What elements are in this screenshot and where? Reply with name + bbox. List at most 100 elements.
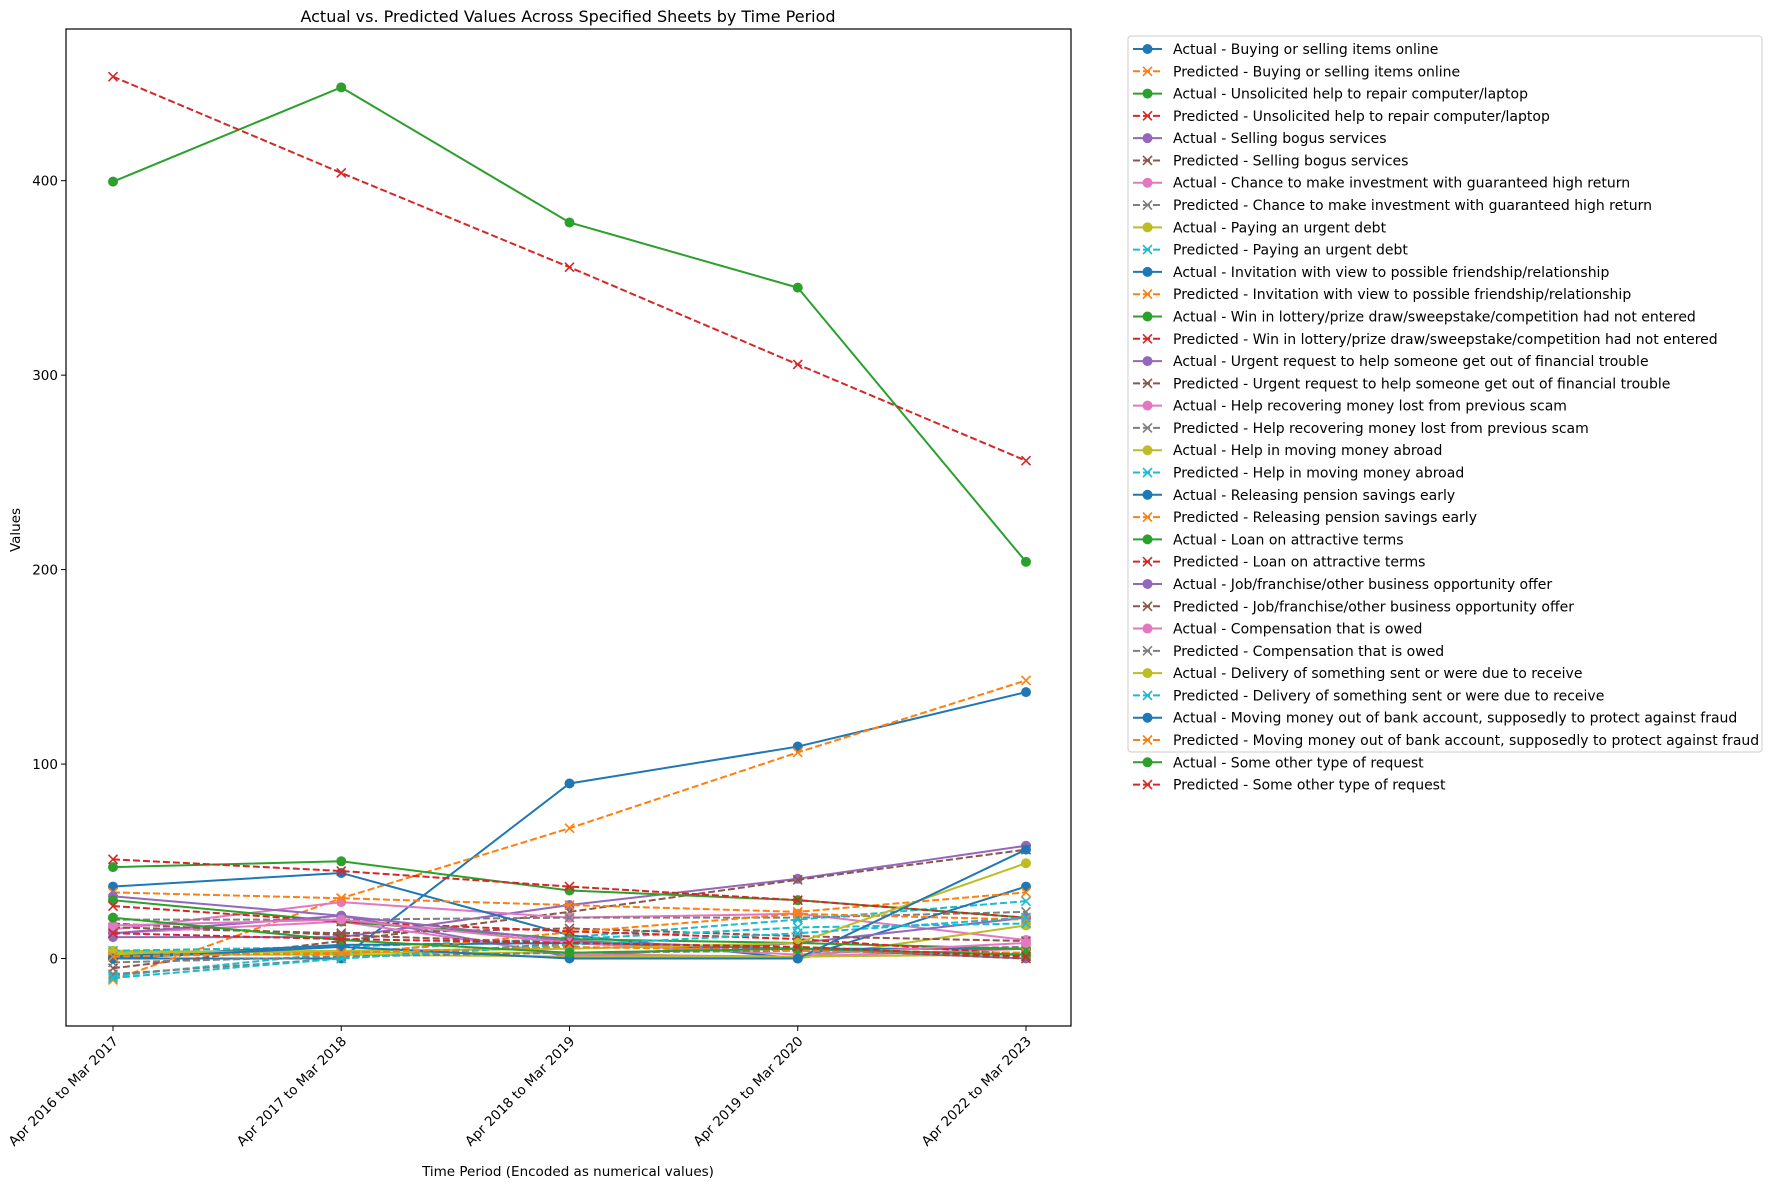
legend-item: Actual - Win in lottery/prize draw/sweep… <box>1133 309 1696 325</box>
x-tick-label: Apr 2022 to Mar 2023 <box>919 1034 1035 1150</box>
legend-marker <box>1142 289 1153 300</box>
data-point <box>792 359 803 370</box>
legend-item: Predicted - Loan on attractive terms <box>1133 555 1425 571</box>
data-point <box>336 867 347 878</box>
data-point <box>792 943 803 954</box>
legend-marker <box>1142 623 1153 634</box>
legend-item: Predicted - Win in lottery/prize draw/sw… <box>1133 332 1718 348</box>
series-line <box>112 75 1027 462</box>
y-axis-label: Values <box>8 508 24 552</box>
legend-item: Predicted - Urgent request to help someo… <box>1133 376 1670 392</box>
legend-marker <box>1142 668 1153 679</box>
legend-marker <box>1142 222 1153 233</box>
legend-marker <box>1142 467 1153 478</box>
legend-label: Actual - Win in lottery/prize draw/sweep… <box>1173 309 1696 325</box>
x-tick-label: Apr 2019 to Mar 2020 <box>690 1034 806 1150</box>
legend-marker <box>1142 556 1153 567</box>
legend-label: Predicted - Unsolicited help to repair c… <box>1173 109 1550 125</box>
legend-label: Actual - Urgent request to help someone … <box>1173 354 1649 370</box>
data-point <box>564 899 575 911</box>
legend-label: Predicted - Help recovering money lost f… <box>1173 421 1589 437</box>
legend-item: Predicted - Paying an urgent debt <box>1133 243 1408 259</box>
data-point <box>1021 949 1031 960</box>
data-point <box>792 747 803 758</box>
y-tick-label: 200 <box>32 563 58 579</box>
legend-label: Actual - Invitation with view to possibl… <box>1173 265 1609 281</box>
series-predicted <box>107 928 1032 962</box>
legend-label: Predicted - Some other type of request <box>1173 778 1446 794</box>
data-point <box>564 947 575 958</box>
data-point <box>107 900 119 912</box>
legend-label: Predicted - Help in moving money abroad <box>1173 466 1464 482</box>
data-point <box>108 953 118 964</box>
legend-marker <box>1142 266 1153 277</box>
series-line <box>112 858 1027 919</box>
legend-marker <box>1142 311 1153 322</box>
y-tick-label: 0 <box>49 952 58 968</box>
legend-item: Actual - Releasing pension savings early <box>1133 488 1455 504</box>
data-point <box>107 951 119 962</box>
legend-item: Actual - Buying or selling items online <box>1133 42 1438 58</box>
data-point <box>1021 687 1031 698</box>
data-point <box>108 862 118 873</box>
legend-item: Predicted - Invitation with view to poss… <box>1133 287 1631 303</box>
legend-marker <box>1142 690 1153 701</box>
legend-label: Predicted - Releasing pension savings ea… <box>1173 510 1477 526</box>
legend-label: Predicted - Invitation with view to poss… <box>1173 287 1631 303</box>
y-tick-label: 300 <box>32 368 58 384</box>
data-point <box>792 895 803 906</box>
data-point <box>792 941 803 952</box>
legend-item: Predicted - Help recovering money lost f… <box>1133 421 1589 437</box>
legend-label: Actual - Loan on attractive terms <box>1173 532 1404 548</box>
legend-marker <box>1142 489 1153 500</box>
legend: Actual - Buying or selling items online P… <box>1127 35 1763 794</box>
data-point <box>107 854 119 865</box>
legend-marker <box>1142 400 1153 411</box>
y-tick-label: 400 <box>32 174 58 190</box>
data-point <box>336 914 347 925</box>
legend-marker <box>1142 645 1153 656</box>
data-point <box>1020 912 1032 923</box>
legend-item: Actual - Chance to make investment with … <box>1133 176 1630 192</box>
legend-label: Actual - Selling bogus services <box>1173 131 1387 147</box>
series-actual <box>108 844 1031 964</box>
legend-label: Predicted - Urgent request to help someo… <box>1173 376 1670 392</box>
legend-item: Actual - Compensation that is owed <box>1133 622 1422 638</box>
legend-marker <box>1142 734 1153 746</box>
legend-item: Actual - Selling bogus services <box>1133 131 1387 147</box>
data-point <box>564 217 575 228</box>
legend-marker <box>1142 199 1153 211</box>
data-point <box>107 928 119 939</box>
legend-item: Predicted - Job/franchise/other business… <box>1133 599 1574 615</box>
data-point <box>564 262 575 273</box>
legend-item: Actual - Invitation with view to possibl… <box>1133 265 1609 281</box>
legend-label: Predicted - Moving money out of bank acc… <box>1173 733 1759 749</box>
data-point <box>108 176 118 187</box>
legend-marker <box>1142 244 1153 255</box>
legend-marker <box>1142 356 1153 367</box>
legend-item: Predicted - Compensation that is owed <box>1133 644 1444 660</box>
legend-label: Predicted - Delivery of something sent o… <box>1173 688 1604 704</box>
legend-marker <box>1142 757 1153 768</box>
legend-label: Actual - Job/franchise/other business op… <box>1173 577 1552 593</box>
legend-label: Actual - Releasing pension savings early <box>1173 488 1455 504</box>
legend-item: Predicted - Some other type of request <box>1133 778 1446 794</box>
x-tick-label: Apr 2016 to Mar 2017 <box>6 1034 122 1150</box>
data-point <box>564 926 575 937</box>
series-actual <box>108 82 1031 567</box>
legend-item: Predicted - Buying or selling items onli… <box>1133 64 1460 80</box>
legend-label: Actual - Buying or selling items online <box>1173 42 1438 58</box>
data-point <box>108 912 118 923</box>
legend-marker <box>1142 534 1153 545</box>
data-point <box>1021 881 1031 892</box>
legend-label: Actual - Delivery of something sent or w… <box>1173 666 1582 682</box>
data-point <box>792 928 803 939</box>
data-point <box>1021 556 1031 567</box>
series-predicted <box>107 71 1032 466</box>
legend-item: Actual - Unsolicited help to repair comp… <box>1133 87 1528 103</box>
chart-title: Actual vs. Predicted Values Across Speci… <box>300 7 835 26</box>
x-tick-label: Apr 2018 to Mar 2019 <box>462 1034 578 1150</box>
legend-item: Predicted - Delivery of something sent o… <box>1133 688 1604 704</box>
legend-label: Actual - Help in moving money abroad <box>1173 443 1442 459</box>
